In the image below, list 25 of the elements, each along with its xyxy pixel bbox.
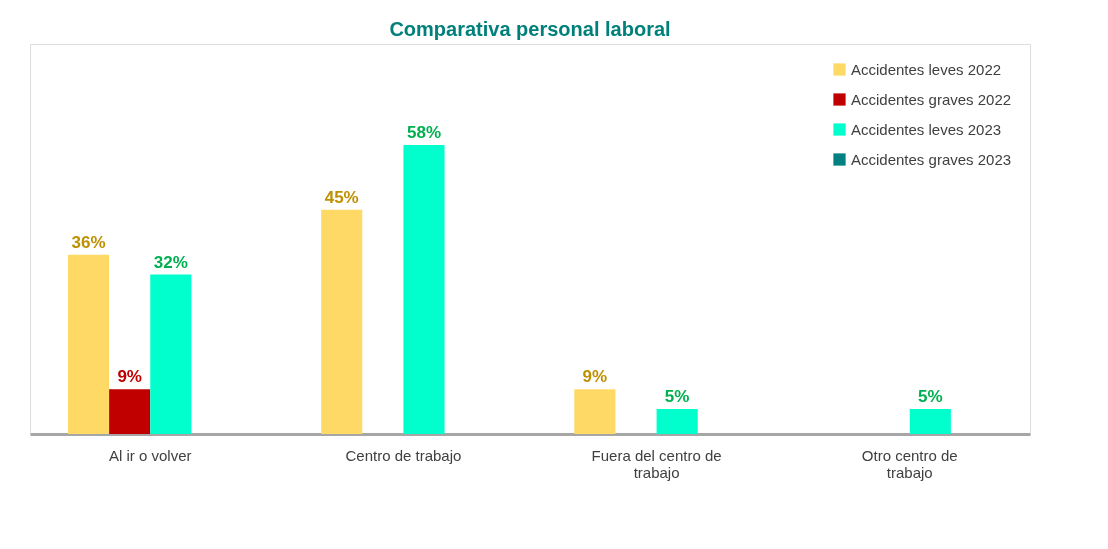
legend-label: Accidentes leves 2023 xyxy=(851,120,1002,138)
bar xyxy=(574,389,616,434)
bar xyxy=(403,145,445,434)
chart-title: Comparativa personal laboral xyxy=(389,18,671,40)
x-tick-label: Fuera del centro de trabajo xyxy=(591,446,722,481)
bar xyxy=(150,274,192,434)
bar xyxy=(109,389,151,434)
legend-label: Accidentes leves 2022 xyxy=(851,60,1002,78)
legend-label: Accidentes graves 2022 xyxy=(851,90,1012,108)
x-tick-label: Al ir o volver xyxy=(108,446,192,464)
legend-label: Accidentes graves 2023 xyxy=(851,150,1012,168)
data-label: 5% xyxy=(918,387,943,407)
data-label: 58% xyxy=(406,123,441,143)
x-tick-label: Centro de trabajo xyxy=(345,446,462,464)
bar xyxy=(656,409,698,434)
bar xyxy=(321,209,363,434)
data-label: 5% xyxy=(664,387,690,407)
data-label: 45% xyxy=(324,187,359,207)
bar xyxy=(909,409,951,434)
data-label: 36% xyxy=(71,232,106,252)
data-label: 9% xyxy=(582,367,608,387)
x-tick-label: Otro centro de trabajo xyxy=(861,446,958,481)
data-label: 9% xyxy=(117,367,142,387)
data-label: 32% xyxy=(153,252,188,272)
bar xyxy=(67,254,110,434)
